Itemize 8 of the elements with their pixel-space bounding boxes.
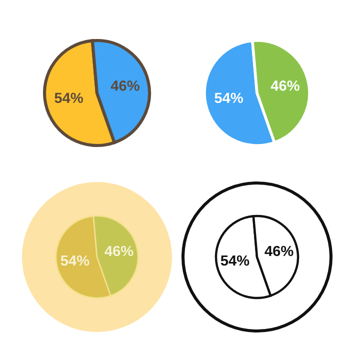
data-label: 54% (220, 255, 250, 266)
data-label: 46% (110, 80, 140, 91)
data-label: 54% (214, 92, 243, 104)
data-label: 46% (104, 246, 134, 256)
data-label: 54% (60, 255, 90, 266)
data-label: 46% (270, 80, 300, 91)
data-label: 54% (54, 92, 83, 104)
data-label: 46% (264, 246, 294, 256)
